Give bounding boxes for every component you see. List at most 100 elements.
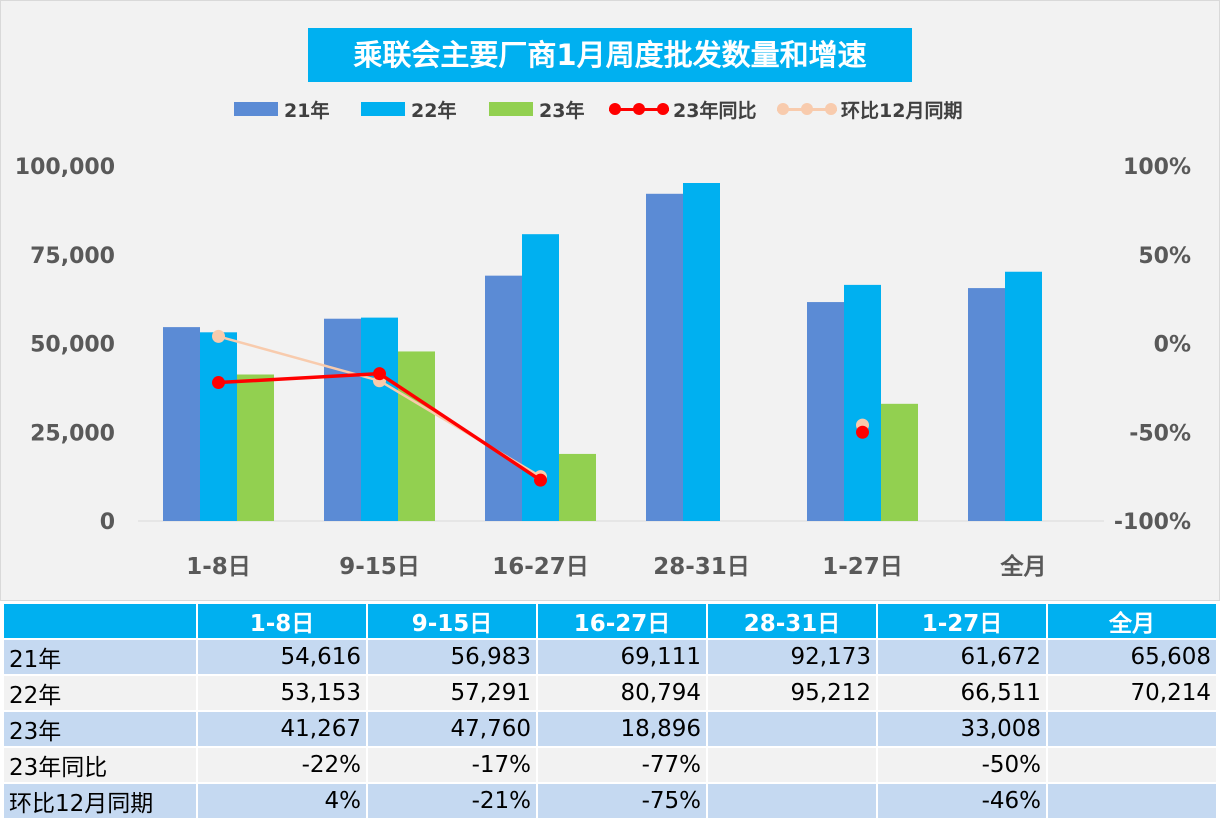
table-cell (708, 784, 876, 818)
y-left-tick-label: 25,000 (30, 421, 115, 446)
y-left-tick-label: 100,000 (15, 155, 115, 180)
table-cell: 66,511 (878, 676, 1046, 710)
bar-23 (559, 453, 596, 521)
legend-label-yoy: 23年同比 (673, 99, 757, 122)
bar-21 (324, 318, 361, 521)
yoy-point (856, 425, 869, 439)
table-cell (1048, 784, 1216, 818)
table-cell: -22% (198, 748, 366, 782)
table-cell: 70,214 (1048, 676, 1216, 710)
table-row: 22年 53,153 57,291 80,794 95,212 66,511 7… (4, 676, 1216, 710)
yoy-point (534, 473, 547, 487)
x-tick-label: 1-8日 (186, 554, 251, 580)
table-row-header: 21年 (4, 640, 196, 674)
mom-line-segment (218, 335, 380, 382)
yoy-point (212, 376, 225, 390)
table-cell: 65,608 (1048, 640, 1216, 674)
y-right-tick-label: -100% (1114, 510, 1191, 535)
chart-area: 乘联会主要厂商1月周度批发数量和增速 21年 22年 23年 23年同比 (0, 0, 1220, 601)
table-row: 23年 41,267 47,760 18,896 33,008 (4, 712, 1216, 746)
x-tick-label: 16-27日 (492, 554, 589, 580)
table-cell: -50% (878, 748, 1046, 782)
legend-swatch-22 (361, 102, 405, 116)
table-row-header: 22年 (4, 676, 196, 710)
table-row-header: 23年同比 (4, 748, 196, 782)
legend-label-22: 22年 (411, 99, 457, 122)
chart-plot: 0 25,000 50,000 75,000 100,000 -100% -50% 0% 50%… (15, 155, 1191, 580)
table-row-header: 23年 (4, 712, 196, 746)
bar-21 (807, 302, 844, 521)
bar-22 (361, 317, 398, 521)
table-cell: 33,008 (878, 712, 1046, 746)
y-left-tick-label: 0 (100, 510, 115, 535)
bar-23 (881, 403, 918, 521)
yoy-line-segment (378, 372, 542, 482)
table-cell: -46% (878, 784, 1046, 818)
legend-swatch-21 (234, 102, 278, 116)
legend-line-yoy (609, 101, 669, 117)
table-cell: 92,173 (708, 640, 876, 674)
bar-22 (844, 284, 881, 521)
table-cell: 4% (198, 784, 366, 818)
bar-21 (646, 193, 683, 522)
table-header-cell (4, 604, 196, 638)
table-header-cell: 全月 (1048, 604, 1216, 638)
data-table: 1-8日 9-15日 16-27日 28-31日 1-27日 全月 21年 54… (2, 602, 1218, 820)
table-header-cell: 1-8日 (198, 604, 366, 638)
mom-point (212, 329, 225, 343)
bar-22 (1005, 271, 1042, 521)
y-right-tick-label: 50% (1138, 244, 1191, 269)
table-cell: 80,794 (538, 676, 706, 710)
bar-21 (485, 275, 522, 521)
table-cell: 56,983 (368, 640, 536, 674)
legend-swatch-23 (489, 102, 533, 116)
bar-21 (163, 327, 200, 521)
table-cell: -77% (538, 748, 706, 782)
table-cell: -21% (368, 784, 536, 818)
x-tick-label: 全月 (1000, 553, 1047, 580)
x-tick-label: 28-31日 (653, 554, 750, 580)
table-header-cell: 16-27日 (538, 604, 706, 638)
yoy-point (373, 367, 386, 381)
table-row: 23年同比 -22% -17% -77% -50% (4, 748, 1216, 782)
table-cell (708, 712, 876, 746)
table-cell: 41,267 (198, 712, 366, 746)
bar-22 (683, 182, 720, 521)
legend-item-yoy: 23年同比 (609, 93, 756, 125)
legend-label-23: 23年 (539, 99, 585, 122)
table-cell: 61,672 (878, 640, 1046, 674)
chart-title: 乘联会主要厂商1月周度批发数量和增速 (308, 28, 912, 82)
legend-item-21: 21年 (234, 93, 329, 125)
legend: 21年 22年 23年 23年同比 环比12 (1, 93, 1220, 125)
table-cell: 18,896 (538, 712, 706, 746)
bar-21 (968, 288, 1005, 521)
bar-23 (398, 351, 435, 521)
table-cell: 69,111 (538, 640, 706, 674)
table-cell: -17% (368, 748, 536, 782)
legend-item-22: 22年 (361, 93, 456, 125)
table-row: 环比12月同期 4% -21% -75% -46% (4, 784, 1216, 818)
table-cell: 47,760 (368, 712, 536, 746)
yoy-line-segment (218, 371, 380, 385)
y-right-tick-label: 100% (1123, 155, 1191, 180)
x-tick-label: 1-27日 (822, 554, 903, 580)
table-header-cell: 1-27日 (878, 604, 1046, 638)
bar-22 (200, 332, 237, 521)
y-left-tick-label: 50,000 (30, 333, 115, 358)
table-header-row: 1-8日 9-15日 16-27日 28-31日 1-27日 全月 (4, 604, 1216, 638)
table-cell: 54,616 (198, 640, 366, 674)
legend-label-21: 21年 (284, 99, 330, 122)
legend-item-23: 23年 (489, 93, 584, 125)
table-cell (1048, 712, 1216, 746)
bar-23 (237, 374, 274, 521)
table-cell: 95,212 (708, 676, 876, 710)
table-header-cell: 28-31日 (708, 604, 876, 638)
legend-label-mom: 环比12月同期 (841, 99, 963, 122)
y-right-tick-label: -50% (1129, 421, 1191, 446)
table-row: 21年 54,616 56,983 69,111 92,173 61,672 6… (4, 640, 1216, 674)
legend-item-mom: 环比12月同期 (777, 93, 962, 125)
y-left-tick-label: 75,000 (30, 244, 115, 269)
table-header-cell: 9-15日 (368, 604, 536, 638)
y-right-tick-label: 0% (1154, 333, 1191, 358)
table-cell: 57,291 (368, 676, 536, 710)
